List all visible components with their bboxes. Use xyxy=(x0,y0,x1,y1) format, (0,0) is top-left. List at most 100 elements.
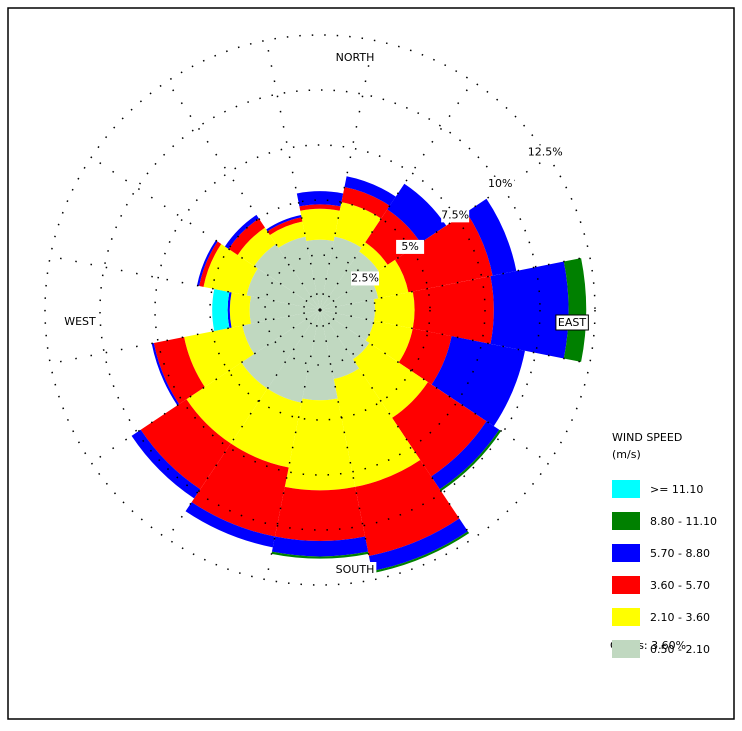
petal-segment xyxy=(355,459,460,556)
petal-segment xyxy=(490,261,569,359)
ring xyxy=(99,89,541,531)
ring-label-bg xyxy=(351,271,380,286)
petal-segment xyxy=(299,204,341,211)
petal-segment xyxy=(320,251,379,310)
petal-segment xyxy=(267,217,303,236)
petal-segment xyxy=(320,310,370,360)
petal-segment xyxy=(199,241,222,287)
petal-segment xyxy=(153,337,205,405)
petal-segment xyxy=(365,320,413,363)
petal-segment xyxy=(353,343,428,418)
petal-segment xyxy=(398,328,452,385)
petal-segment xyxy=(191,443,289,537)
ring xyxy=(154,144,486,476)
petal-segment xyxy=(184,325,255,388)
petal-segment xyxy=(254,244,320,310)
legend-title: WIND SPEED xyxy=(612,431,682,444)
petal-segment xyxy=(306,239,334,310)
petal-segment xyxy=(266,215,302,232)
ring-label: 12.5% xyxy=(528,145,563,158)
petal-segment xyxy=(320,236,362,310)
petal-segment xyxy=(300,208,340,241)
petal-segment xyxy=(151,343,180,406)
petal-segment xyxy=(369,259,409,299)
petal-segment xyxy=(185,502,275,548)
ring-label-bg xyxy=(396,239,425,254)
ring-label: 5% xyxy=(401,240,418,253)
petal-segment xyxy=(203,243,258,296)
compass-label-bg xyxy=(333,562,377,577)
petal-segment xyxy=(344,176,396,206)
rose xyxy=(44,34,596,586)
petal-segment xyxy=(296,191,344,207)
legend-swatch xyxy=(612,576,640,594)
petal-segment xyxy=(373,291,415,329)
petal-segment xyxy=(269,221,306,248)
petal-segment xyxy=(186,362,268,444)
petal-segment xyxy=(320,299,375,321)
petal-segment xyxy=(197,240,218,286)
legend-unit: (m/s) xyxy=(612,448,641,461)
ring-label-bg xyxy=(441,208,470,223)
legend-label: 3.60 - 5.70 xyxy=(650,579,710,592)
legend-label: 2.10 - 3.60 xyxy=(650,611,710,624)
compass-label-bg xyxy=(62,314,99,329)
petal-segment xyxy=(341,187,390,219)
legend-label: 0.50 - 2.10 xyxy=(650,643,710,656)
petal-segment xyxy=(229,292,251,328)
petal-segment xyxy=(278,236,320,310)
petal-segment xyxy=(302,310,338,401)
petal-segment xyxy=(563,258,587,362)
legend-label: 5.70 - 8.80 xyxy=(650,547,710,560)
petal-segment xyxy=(466,198,517,276)
compass-label: SOUTH xyxy=(336,563,375,576)
compass-label: NORTH xyxy=(336,51,375,64)
petal-segment xyxy=(237,227,276,266)
petal-segment xyxy=(267,310,320,403)
ring-label: 2.5% xyxy=(351,271,379,284)
petal-segment xyxy=(371,531,470,574)
petal-segment xyxy=(224,214,259,249)
ring-label: 7.5% xyxy=(441,208,469,221)
ring-label: 10% xyxy=(488,177,512,190)
compass-label: EAST xyxy=(558,316,586,329)
petal-segment xyxy=(242,310,320,355)
ring-label-bg xyxy=(486,176,515,191)
petal-segment xyxy=(394,212,493,293)
petal-segment xyxy=(271,536,369,557)
legend-swatch xyxy=(612,544,640,562)
petal-segment xyxy=(212,288,230,332)
petal-segment xyxy=(241,310,320,389)
ring-label-bg xyxy=(531,145,560,160)
ring xyxy=(209,199,431,421)
petal-segment xyxy=(334,202,382,248)
compass-label-bg xyxy=(333,50,377,65)
petal-segment xyxy=(271,551,369,559)
ring xyxy=(264,254,376,366)
legend-swatch xyxy=(612,512,640,530)
legend-label: 8.80 - 11.10 xyxy=(650,515,717,528)
petal-segment xyxy=(387,183,447,243)
petal-segment xyxy=(431,336,525,427)
compass-label: WEST xyxy=(64,315,96,328)
petal-segment xyxy=(333,368,421,487)
legend-label: >= 11.10 xyxy=(650,483,703,496)
petal-segment xyxy=(246,268,320,310)
legend-swatch xyxy=(612,480,640,498)
petal-segment xyxy=(368,518,468,572)
petal-segment xyxy=(431,421,500,490)
petal-segment xyxy=(249,296,320,324)
petal-segment xyxy=(320,310,360,380)
petal-segment xyxy=(284,398,356,491)
ring xyxy=(44,34,596,586)
legend-swatch xyxy=(612,640,640,658)
petal-segment xyxy=(359,242,388,271)
petal-segment xyxy=(228,218,265,255)
petal-segment xyxy=(131,429,201,499)
petal-segment xyxy=(227,291,232,329)
petal-segment xyxy=(230,388,302,468)
petal-segment xyxy=(140,399,231,490)
petal-segment xyxy=(274,486,366,541)
compass-label-bg xyxy=(555,314,589,331)
